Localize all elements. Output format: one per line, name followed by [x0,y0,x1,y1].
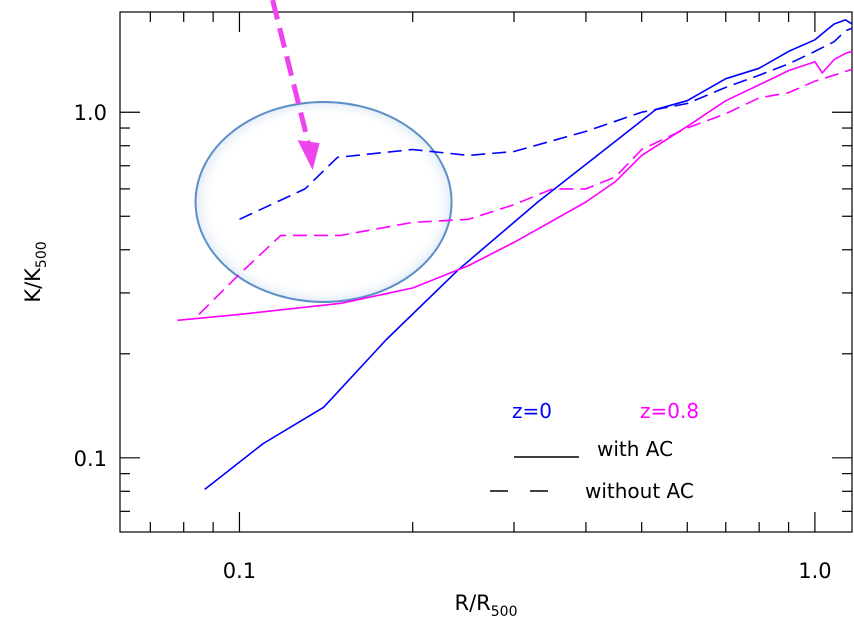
legend-z08-label: z=0.8 [640,399,699,423]
legend-solid-label: with AC [597,437,673,461]
series-line-3 [198,68,852,315]
y-tick-label: 1.0 [74,101,107,125]
y-axis-label: K/K500 [21,241,50,302]
x-tick-label: 1.0 [798,559,831,583]
legend-dashed-label: without AC [585,479,694,503]
x-axis-label: R/R500 [455,591,518,620]
x-tick-label: 0.1 [223,559,256,583]
legend-z0-label: z=0 [512,399,552,423]
series-line-2 [177,50,852,322]
tick-labels: 0.1 1.0 0.1 1.0 [74,101,832,583]
legend: z=0 z=0.8 with AC without AC [490,399,699,503]
y-tick-label: 0.1 [74,447,107,471]
series-group [177,19,852,491]
annotation-arrow [270,0,320,171]
series-line-0 [204,19,852,491]
highlight-circle [194,100,453,303]
plot-frame [119,11,853,533]
series-line-1 [239,27,852,221]
axis-ticks [120,12,852,532]
